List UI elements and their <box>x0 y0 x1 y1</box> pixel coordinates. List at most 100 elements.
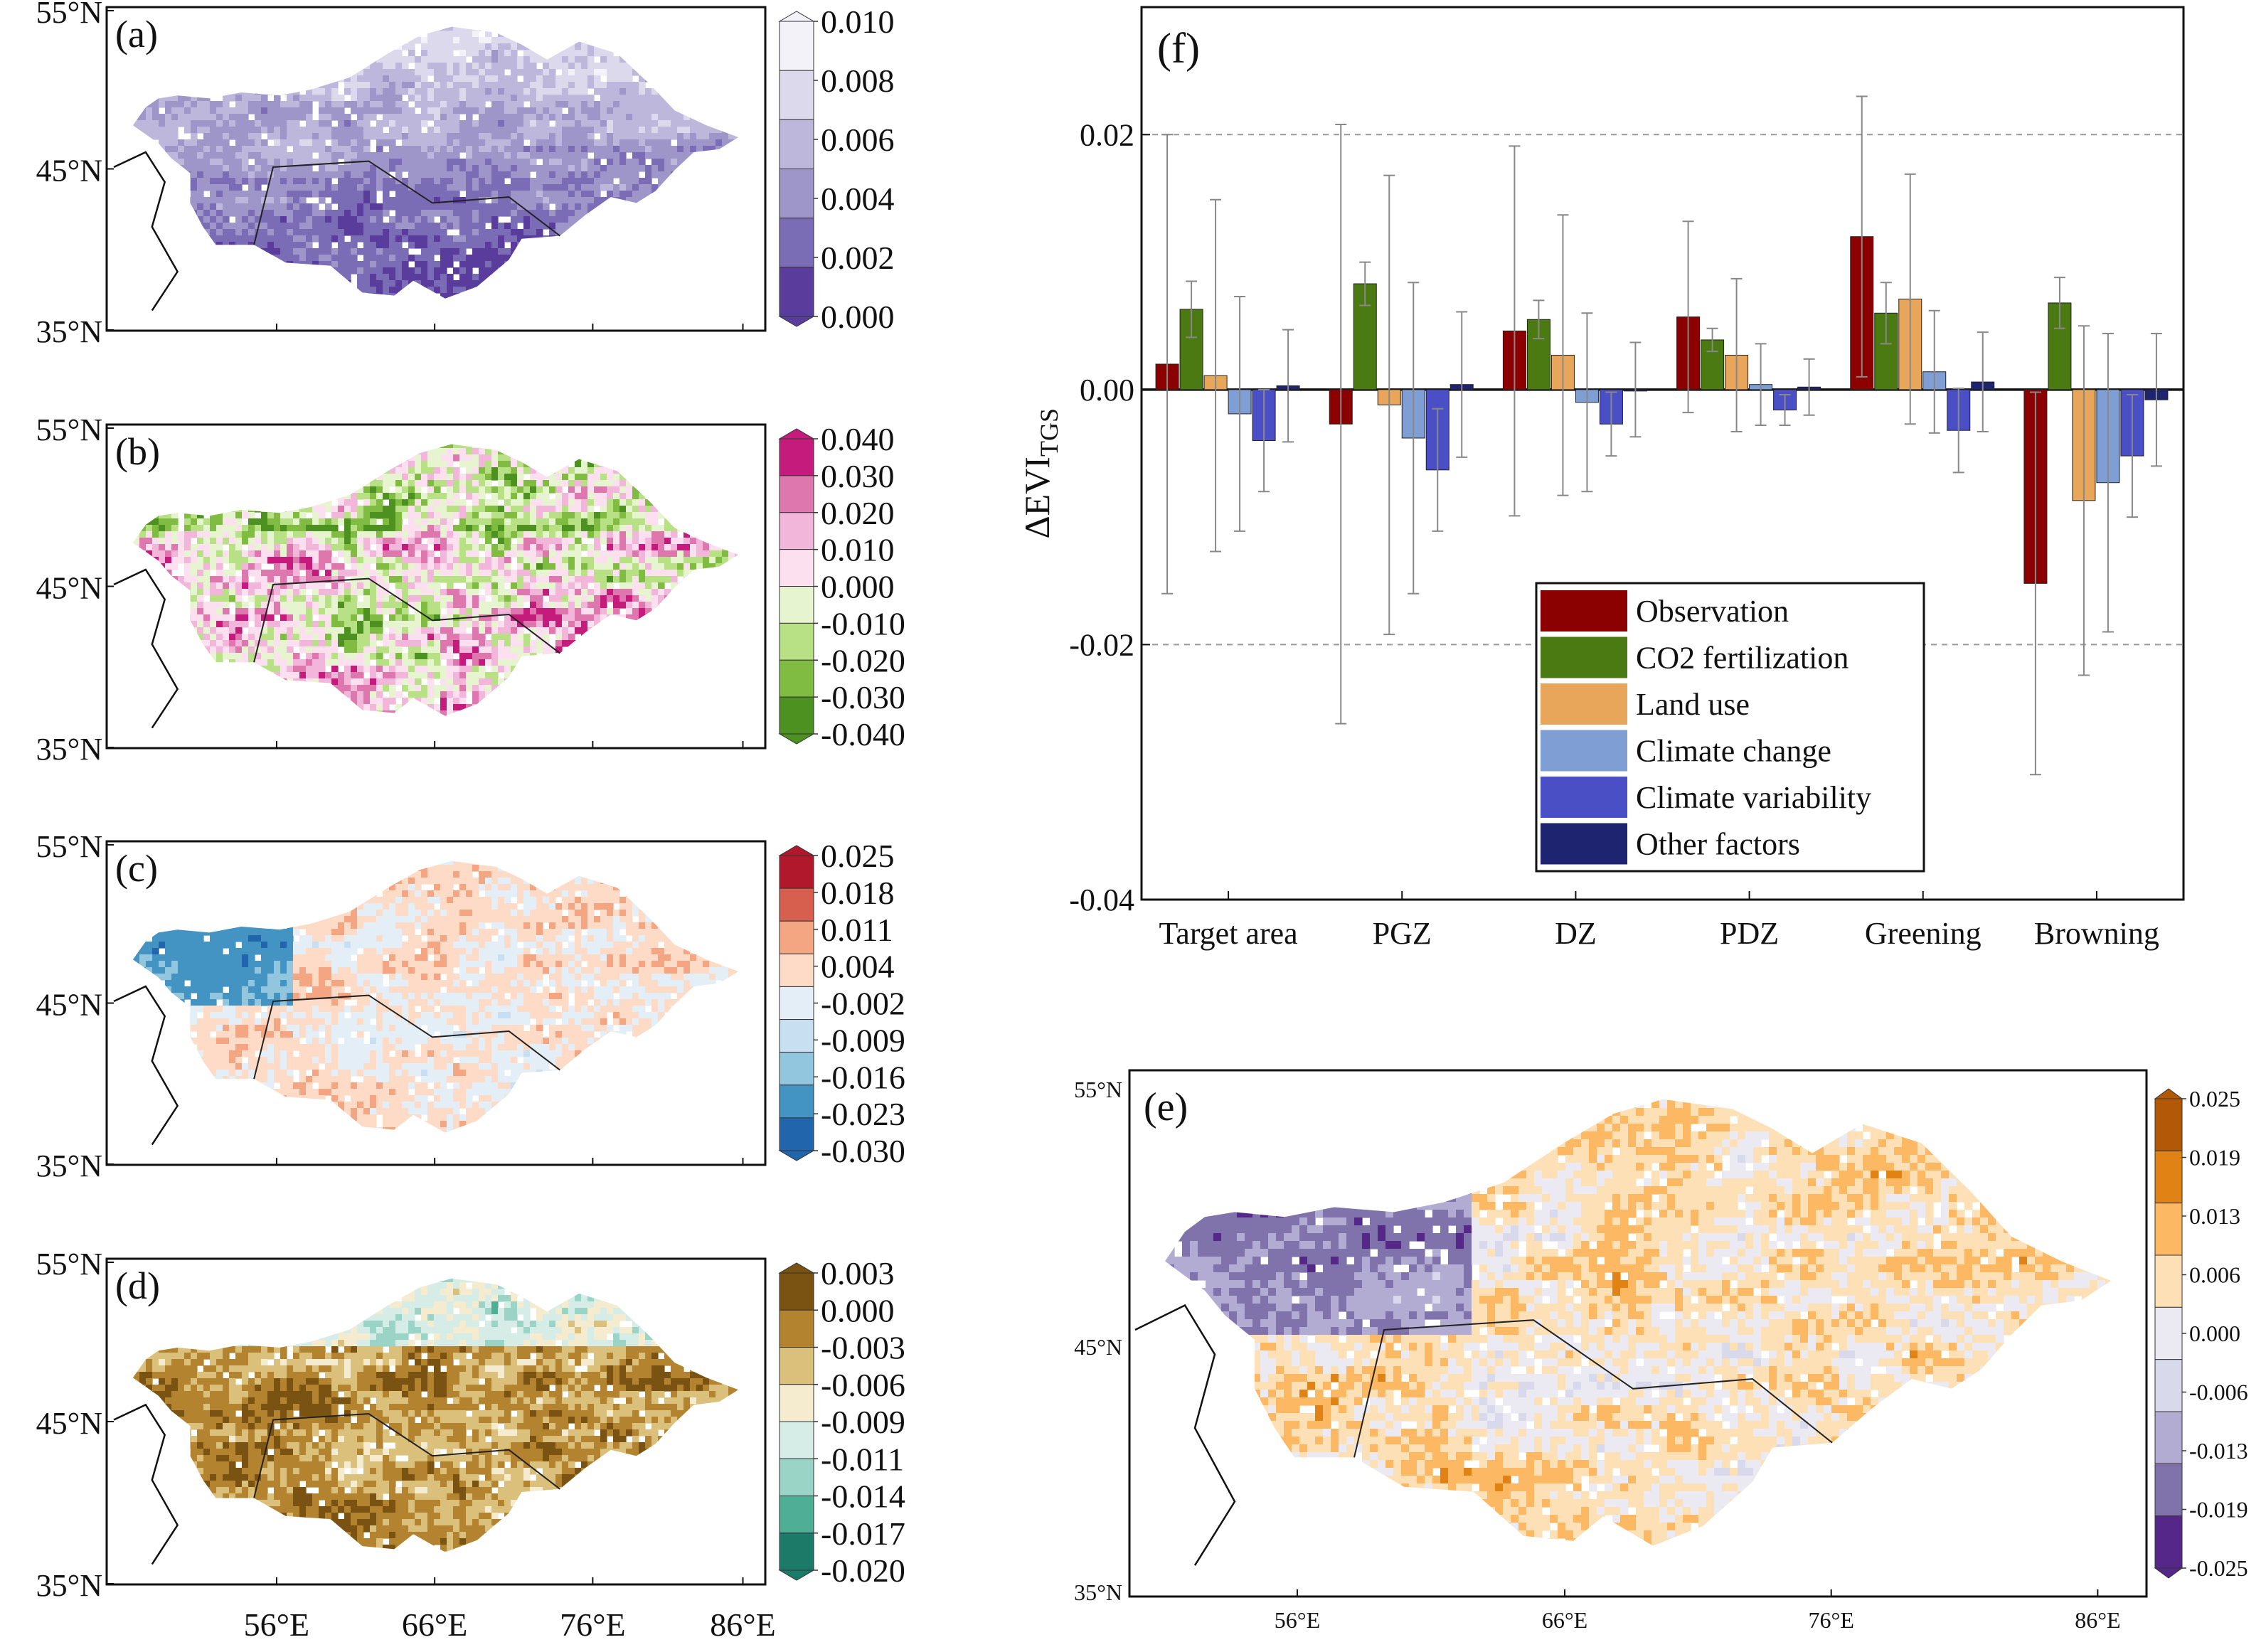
y-tick-label: -0.02 <box>1069 627 1134 662</box>
colorbar-tick-label: 0.010 <box>821 4 895 40</box>
lat-label: 35°N <box>36 732 102 767</box>
internal-border <box>1353 1319 1833 1458</box>
y-tick-label: 0.00 <box>1080 373 1134 407</box>
legend-swatch <box>1541 730 1627 772</box>
lon-label: 56°E <box>1275 1607 1320 1633</box>
colorbar-segment <box>779 1052 814 1086</box>
internal-border <box>253 160 560 245</box>
colorbar-tick-label: 0.006 <box>2189 1262 2240 1288</box>
colorbar-tick-label: -0.006 <box>2189 1380 2248 1405</box>
legend-label: Other factors <box>1636 827 1800 862</box>
colorbar-tick-label: 0.025 <box>2189 1086 2240 1112</box>
colorbar-segment <box>779 1347 814 1385</box>
y-tick-label: -0.04 <box>1069 883 1134 917</box>
colorbar-tick-label: -0.013 <box>2189 1438 2248 1464</box>
colorbar-segment <box>2154 1203 2183 1256</box>
colorbar-segment <box>779 696 814 735</box>
lat-label: 35°N <box>36 314 102 349</box>
colorbar-tick-label: -0.040 <box>821 716 905 752</box>
legend-swatch <box>1541 683 1627 725</box>
colorbar-segment <box>779 512 814 550</box>
colorbar-tick-label: 0.000 <box>2189 1321 2240 1346</box>
colorbar-tick-label: 0.030 <box>821 458 895 494</box>
colorbar-segment <box>779 21 814 71</box>
legend-label: Climate variability <box>1636 780 1871 815</box>
colorbar-top-arrow <box>778 11 815 22</box>
colorbar-segment <box>779 70 814 120</box>
panel-label: (e) <box>1144 1085 1188 1129</box>
y-axis-label-subscript: TGS <box>1035 408 1063 457</box>
colorbar-segment <box>779 475 814 513</box>
colorbar-tick-label: 0.006 <box>821 122 895 158</box>
lon-label: 86°E <box>710 1606 776 1643</box>
x-tick-label: PGZ <box>1373 916 1432 951</box>
legend-swatch <box>1541 636 1627 678</box>
colorbar-segment <box>779 218 814 268</box>
colorbar-segment <box>779 1085 814 1119</box>
colorbar-segment <box>2154 1515 2183 1569</box>
colorbar-top-arrow <box>778 845 815 856</box>
map-panel-b: (b) 55°N 45°N 35°N 0.0400.0300.0200.0100.000… <box>36 412 905 767</box>
colorbar-segment <box>779 1496 814 1534</box>
lon-label: 86°E <box>2075 1607 2120 1633</box>
colorbar-segment <box>779 855 814 889</box>
legend-label: Observation <box>1636 594 1789 629</box>
y-axis-label-main: ΔEVI <box>1017 457 1057 538</box>
lat-label: 55°N <box>36 1247 102 1281</box>
legend-label: Climate change <box>1636 734 1831 769</box>
colorbar-segment <box>779 1309 814 1348</box>
colorbar-segment <box>2154 1359 2183 1412</box>
lat-label: 35°N <box>36 1568 102 1603</box>
colorbar-segment <box>779 986 814 1020</box>
country-outline <box>133 27 738 299</box>
colorbar-segment <box>779 622 814 661</box>
colorbar-segment <box>2154 1098 2183 1151</box>
legend-swatch <box>1541 823 1627 865</box>
colorbar-segment <box>779 586 814 624</box>
colorbar: 0.0030.000-0.003-0.006-0.009-0.011-0.014… <box>778 1255 905 1589</box>
colorbar-tick-label: -0.009 <box>821 1022 905 1058</box>
colorbar-tick-label: 0.008 <box>821 63 895 99</box>
colorbar-bottom-arrow <box>778 733 815 745</box>
lat-label: 45°N <box>36 154 102 188</box>
lat-label: 55°N <box>36 0 102 30</box>
internal-border <box>253 1413 560 1498</box>
colorbar-tick-label: -0.011 <box>821 1441 904 1477</box>
map-panel-c: (c)55°N45°N35°N0.0250.0180.0110.004-0.00… <box>36 829 905 1183</box>
legend-label: Land use <box>1636 687 1750 722</box>
colorbar-tick-label: 0.004 <box>821 181 895 217</box>
lon-label: 66°E <box>1542 1607 1587 1633</box>
colorbar-tick-label: -0.020 <box>821 1552 905 1589</box>
panel-label: (d) <box>115 1264 160 1307</box>
colorbar-bottom-arrow <box>2154 1567 2183 1579</box>
lat-label: 55°N <box>1074 1077 1122 1102</box>
colorbar-tick-label: 0.000 <box>821 299 895 335</box>
colorbar-segment <box>779 1421 814 1459</box>
x-tick-label: PDZ <box>1720 916 1779 951</box>
colorbar-segment <box>779 438 814 476</box>
colorbar-segment <box>2154 1254 2183 1308</box>
colorbar-tick-label: -0.025 <box>2189 1555 2248 1581</box>
colorbar-segment <box>779 267 814 317</box>
colorbar-tick-label: -0.009 <box>821 1404 905 1440</box>
colorbar: 0.025 0.019 0.013 0.006 0.000 -0.006 -0.013 -0.… <box>2154 1086 2248 1581</box>
lon-label: 56°E <box>244 1606 310 1643</box>
colorbar-tick-label: -0.017 <box>821 1515 905 1552</box>
legend-label: CO2 fertilization <box>1636 641 1849 676</box>
colorbar-tick-label: 0.000 <box>821 1292 895 1328</box>
panel-label: (f) <box>1157 25 1200 72</box>
colorbar-bottom-arrow <box>778 1150 815 1161</box>
lat-label: 45°N <box>1074 1334 1122 1360</box>
map-panel-a: (a) 55°N 45°N 35°N 0.010 0.008 0.006 0.004 0.002… <box>36 0 895 349</box>
lat-label: 55°N <box>36 829 102 864</box>
colorbar-top-arrow <box>778 428 815 439</box>
colorbar-segment <box>2154 1411 2183 1464</box>
caspian-sea-outline <box>113 985 179 1146</box>
lon-label: 76°E <box>1809 1607 1854 1633</box>
country-outline <box>1165 1099 2111 1546</box>
colorbar-top-arrow <box>778 1262 815 1274</box>
map-panel-e: (e) 55°N 45°N 35°N 56°E 66°E 76°E 86°E 0.025 0.01… <box>1074 1069 2248 1633</box>
colorbar-segment <box>779 953 814 987</box>
colorbar-tick-label: -0.006 <box>821 1367 905 1403</box>
internal-border <box>253 577 560 663</box>
